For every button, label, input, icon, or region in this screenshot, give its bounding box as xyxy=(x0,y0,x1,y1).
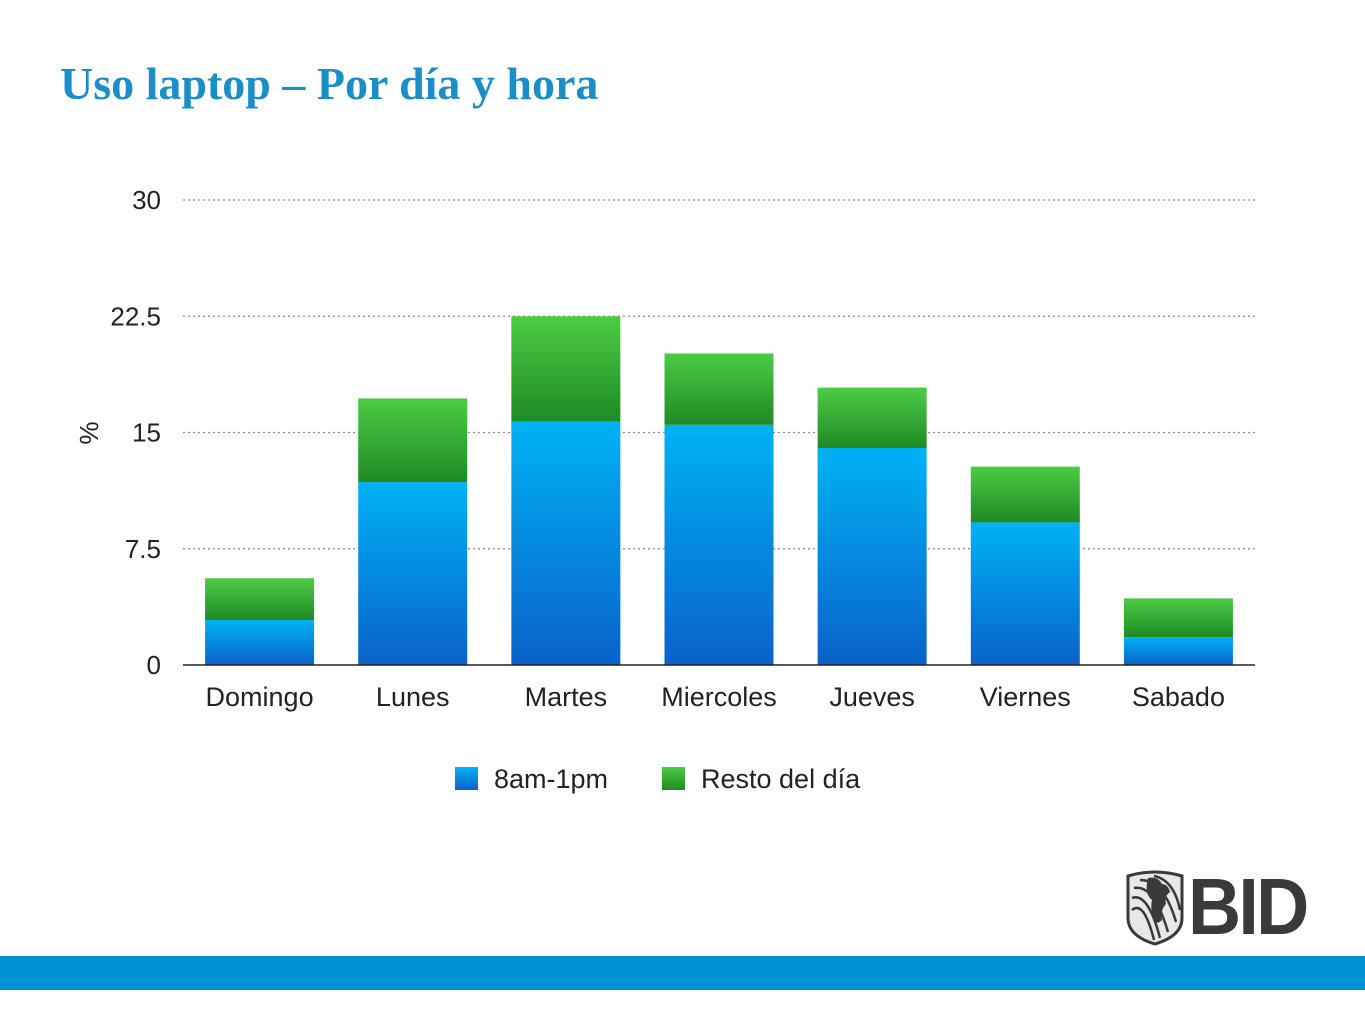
y-tick-label: 15 xyxy=(132,418,161,448)
bar-morning-sabado xyxy=(1123,637,1233,665)
bar-rest-domingo xyxy=(205,578,315,621)
bar-morning-lunes xyxy=(358,482,468,665)
bar-morning-martes xyxy=(511,421,621,665)
footer-bar xyxy=(0,956,1365,990)
bar-rest-jueves xyxy=(817,387,927,448)
stacked-bar-chart: 0 7.5 15 22.5 30% Domingo Lunes Martes Miercoles… xyxy=(74,185,1255,794)
y-tick-label: 0 xyxy=(147,650,161,680)
bar-morning-jueves xyxy=(817,448,927,665)
bar-rest-miercoles xyxy=(664,353,774,425)
bar-morning-domingo xyxy=(205,620,315,665)
legend-label: 8am-1pm xyxy=(494,764,608,794)
legend-swatch xyxy=(662,767,685,790)
bid-logo-text: BID xyxy=(1188,862,1309,951)
legend-swatch xyxy=(455,767,478,790)
x-tick-label: Viernes xyxy=(980,682,1071,712)
x-tick-label: Lunes xyxy=(376,682,450,712)
x-tick-label: Martes xyxy=(525,682,608,712)
y-tick-label: 30 xyxy=(132,185,161,215)
bar-rest-sabado xyxy=(1123,598,1233,638)
x-tick-label: Sabado xyxy=(1132,682,1225,712)
globe-shield-icon xyxy=(1126,870,1184,946)
bar-rest-lunes xyxy=(358,398,468,483)
x-tick-label: Domingo xyxy=(206,682,314,712)
slide-title: Uso laptop – Por día y hora xyxy=(60,58,599,109)
y-axis-label: % xyxy=(74,421,104,444)
x-tick-label: Miercoles xyxy=(661,682,777,712)
bar-rest-viernes xyxy=(970,466,1080,523)
bar-morning-viernes xyxy=(970,522,1080,665)
bar-rest-martes xyxy=(511,316,621,422)
x-tick-label: Jueves xyxy=(829,682,915,712)
bar-morning-miercoles xyxy=(664,424,774,665)
y-tick-label: 22.5 xyxy=(110,301,161,331)
legend-label: Resto del día xyxy=(701,764,861,794)
bid-logo: BID xyxy=(1124,864,1330,950)
y-tick-label: 7.5 xyxy=(125,534,161,564)
